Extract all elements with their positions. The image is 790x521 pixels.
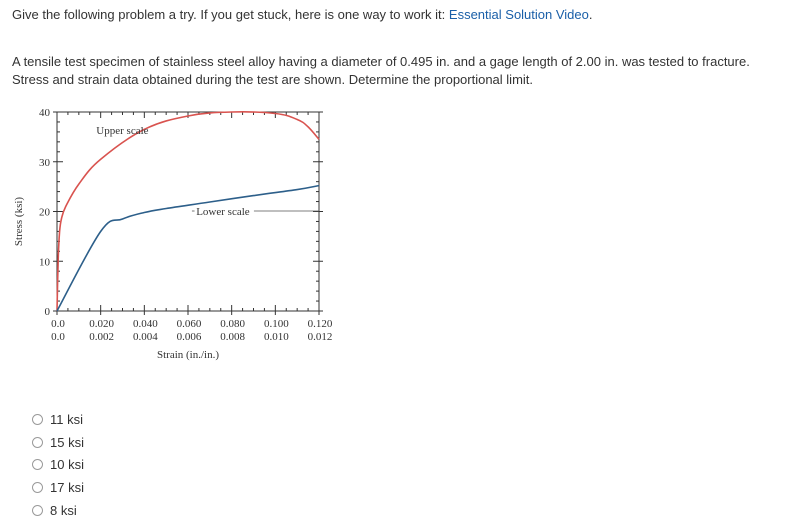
radio-button[interactable] (32, 413, 43, 425)
essential-solution-video-link[interactable]: Essential Solution Video (448, 7, 589, 22)
answer-option[interactable]: 8 ksi (32, 499, 84, 521)
upper-scale-label: Upper scale (96, 125, 148, 137)
lower-scale-curve (56, 184, 320, 312)
radio-button[interactable] (32, 436, 43, 448)
x-lower-tick-label: 0.002 (89, 331, 114, 343)
x-lower-tick-label: 0.012 (308, 331, 333, 343)
intro-line: Give the following problem a try. If you… (12, 7, 593, 23)
y-tick-label: 20 (39, 207, 51, 219)
upper-scale-curve (56, 111, 320, 312)
x-lower-tick-label: 0.006 (177, 331, 202, 343)
lower-scale-label: Lower scale (196, 206, 250, 218)
problem-statement: A tensile test specimen of stainless ste… (12, 54, 750, 87)
answer-option-label: 8 ksi (50, 502, 77, 518)
radio-button[interactable] (32, 481, 43, 493)
x-lower-tick-label: 0.008 (220, 331, 245, 343)
x-upper-tick-label: 0.080 (220, 318, 245, 330)
x-upper-tick-label: 0.040 (133, 318, 158, 330)
answer-option-label: 10 ksi (50, 457, 84, 473)
y-axis-title: Stress (ksi) (13, 197, 25, 247)
plot-frame (56, 111, 320, 312)
answer-option-label: 11 ksi (50, 411, 83, 427)
answer-option-label: 15 ksi (50, 434, 84, 450)
x-upper-tick-label: 0.060 (177, 318, 202, 330)
answer-option[interactable]: 15 ksi (32, 431, 84, 454)
x-upper-tick-label: 0.120 (308, 318, 333, 330)
x-lower-tick-label: 0.0 (51, 331, 65, 343)
intro-period: . (588, 7, 593, 22)
y-tick-label: 10 (39, 256, 51, 268)
answer-options: 11 ksi 15 ksi 10 ksi 17 ksi 8 ksi (32, 408, 84, 521)
intro-text: Give the following problem a try. If you… (12, 7, 449, 22)
radio-button[interactable] (32, 459, 43, 471)
x-lower-tick-label: 0.004 (133, 331, 158, 343)
y-tick-label: 40 (39, 107, 51, 119)
answer-option[interactable]: 10 ksi (32, 453, 84, 476)
answer-option-label: 17 ksi (50, 479, 84, 495)
y-tick-label: 0 (45, 306, 51, 318)
stress-strain-chart: 0 10 20 30 40 0.0 0.020 0.040 0.060 0.080 0.100 0.1… (13, 107, 333, 361)
answer-option[interactable]: 17 ksi (32, 476, 84, 499)
answer-option[interactable]: 11 ksi (32, 408, 84, 431)
x-upper-tick-label: 0.0 (51, 318, 65, 330)
y-tick-label: 30 (39, 157, 51, 169)
x-upper-tick-label: 0.100 (264, 318, 289, 330)
x-upper-tick-label: 0.020 (89, 318, 114, 330)
x-lower-tick-label: 0.010 (264, 331, 289, 343)
x-axis-title: Strain (in./in.) (157, 349, 219, 361)
